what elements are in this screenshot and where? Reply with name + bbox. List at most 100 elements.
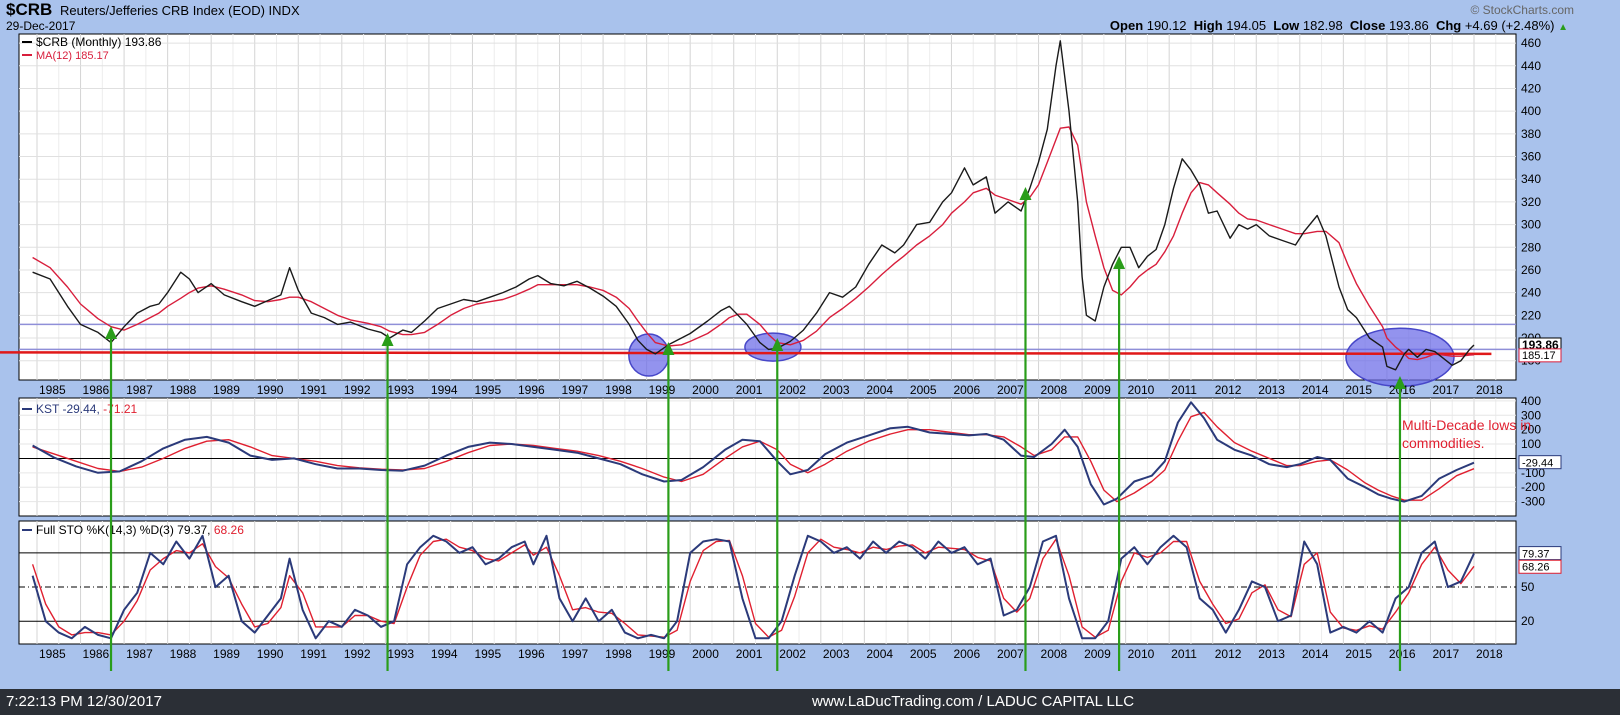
price-tick-label: 420	[1521, 81, 1541, 95]
year-axis-label: 1991	[300, 383, 327, 397]
open-value: 190.12	[1146, 18, 1187, 33]
year-axis-label: 1996	[518, 383, 545, 397]
year-axis-label: 1998	[605, 383, 632, 397]
open-label: Open	[1109, 18, 1144, 33]
year-axis-label: 1989	[213, 383, 240, 397]
chg-label: Chg	[1435, 18, 1462, 33]
annotation-line-1: Multi-Decade lows in	[1402, 417, 1531, 433]
support-arrow-head	[105, 326, 118, 339]
year-axis-label: 1985	[39, 383, 66, 397]
kst-tick-label: 400	[1521, 394, 1541, 408]
price-tick-label: 300	[1521, 218, 1541, 232]
bottom-year-axis-label: 1987	[126, 647, 153, 661]
footer-timestamp: 7:22:13 PM 12/30/2017	[6, 693, 162, 710]
footer-bar: 7:22:13 PM 12/30/2017 www.LaDucTrading.c…	[0, 689, 1620, 715]
year-axis-label: 1986	[83, 383, 110, 397]
bottom-year-axis-label: 2009	[1084, 647, 1111, 661]
price-tick-label: 260	[1521, 263, 1541, 277]
year-axis-label: 1992	[344, 383, 371, 397]
year-axis-label: 2008	[1041, 383, 1068, 397]
kst-tick-label: 300	[1521, 408, 1541, 422]
ticker-description: Reuters/Jefferies CRB Index (EOD) INDX	[60, 3, 300, 18]
kst-legend: KST -29.44, -71.21	[36, 402, 138, 416]
sto-d-value-tag-label: 68.26	[1522, 561, 1550, 573]
ma-value-tag	[1518, 348, 1562, 363]
price-tick-label: 460	[1521, 36, 1541, 50]
high-label: High	[1193, 18, 1223, 33]
year-axis-label: 2006	[953, 383, 980, 397]
year-axis-label: 2005	[910, 383, 937, 397]
highlight-ellipse	[628, 333, 670, 377]
year-axis-label: 2001	[736, 383, 763, 397]
sto-legend-value: Full STO %K(14,3) %D(3) 79.37,	[36, 523, 214, 537]
bottom-year-axis-label: 2017	[1432, 647, 1459, 661]
crb-price-line	[32, 40, 1475, 371]
year-axis-label: 1993	[387, 383, 414, 397]
bottom-year-axis-label: 1996	[518, 647, 545, 661]
bottom-year-axis-label: 2004	[866, 647, 893, 661]
year-axis-label: 2011	[1171, 383, 1197, 397]
support-arrow-head	[771, 338, 784, 351]
bottom-year-axis-label: 2014	[1302, 647, 1329, 661]
close-value: 193.86	[1388, 18, 1429, 33]
kst-tick-label: -100	[1521, 466, 1545, 480]
price-tick-label: 400	[1521, 104, 1541, 118]
year-axis-label: 2012	[1215, 383, 1242, 397]
year-axis-label: 1987	[126, 383, 153, 397]
year-axis-label: 1994	[431, 383, 458, 397]
footer-credit: www.LaDucTrading.com / LADUC CAPITAL LLC	[812, 693, 1135, 710]
support-arrow-head	[1019, 187, 1032, 200]
kst-tick-label: 200	[1521, 423, 1541, 437]
bottom-year-axis-label: 1986	[83, 647, 110, 661]
chart-canvas: 1802002202402602803003203403603804004204…	[0, 33, 1562, 671]
price-tick-label: 440	[1521, 59, 1541, 73]
price-tick-label: 380	[1521, 127, 1541, 141]
sto-d-value-tag	[1518, 559, 1562, 574]
ticker-symbol: $CRB	[6, 0, 53, 19]
kst-line	[32, 401, 1475, 506]
sto-d-legend-value: 68.26	[214, 523, 244, 537]
year-axis-label: 1990	[257, 383, 284, 397]
bottom-year-axis-label: 1992	[344, 647, 371, 661]
legend-ma-label: MA(12) 185.17	[36, 50, 109, 62]
year-axis-label: 1995	[474, 383, 501, 397]
price-tick-label: 220	[1521, 308, 1541, 322]
year-axis-label: 1997	[562, 383, 589, 397]
bottom-year-axis-label: 1998	[605, 647, 632, 661]
chg-value: +4.69 (+2.48%)	[1464, 18, 1555, 33]
price-tick-label: 340	[1521, 172, 1541, 186]
ma-12-line	[32, 126, 1475, 361]
year-axis-label: 2007	[997, 383, 1024, 397]
ma-value-tag-label: 185.17	[1522, 350, 1556, 362]
bottom-year-axis-label: 2016	[1389, 647, 1416, 661]
bottom-year-axis-label: 1990	[257, 647, 284, 661]
bottom-year-axis-label: 2007	[997, 647, 1024, 661]
price-tick-label: 360	[1521, 150, 1541, 164]
year-axis-label: 2014	[1302, 383, 1329, 397]
legend-price-label: $CRB (Monthly) 193.86	[36, 35, 162, 49]
bottom-year-axis-label: 2012	[1215, 647, 1242, 661]
high-value: 194.05	[1226, 18, 1267, 33]
year-axis-label: 2010	[1128, 383, 1155, 397]
chart-header: $CRB Reuters/Jefferies CRB Index (EOD) I…	[0, 0, 1620, 34]
annotation-line-2: commodities.	[1402, 435, 1484, 451]
bottom-year-axis-label: 2013	[1258, 647, 1285, 661]
year-axis-label: 2013	[1258, 383, 1285, 397]
sto-tick-label: 50	[1521, 580, 1535, 594]
bottom-year-axis-label: 2008	[1041, 647, 1068, 661]
bottom-year-axis-label: 1989	[213, 647, 240, 661]
year-axis-label: 2015	[1345, 383, 1372, 397]
bottom-year-axis-label: 1988	[170, 647, 197, 661]
support-arrow-head	[1113, 256, 1126, 269]
bottom-year-axis-label: 1999	[649, 647, 676, 661]
sto-k-value-tag	[1518, 546, 1562, 561]
year-axis-label: 2002	[779, 383, 806, 397]
panel-3-bg	[18, 520, 1517, 645]
year-axis-label: 2000	[692, 383, 719, 397]
sto-k-value-tag-label: 79.37	[1522, 549, 1550, 561]
low-value: 182.98	[1302, 18, 1343, 33]
bottom-year-axis-label: 2018	[1476, 647, 1503, 661]
panel-1-bg	[18, 33, 1517, 381]
year-axis-label: 1988	[170, 383, 197, 397]
kst-signal-legend-value: -71.21	[103, 402, 137, 416]
